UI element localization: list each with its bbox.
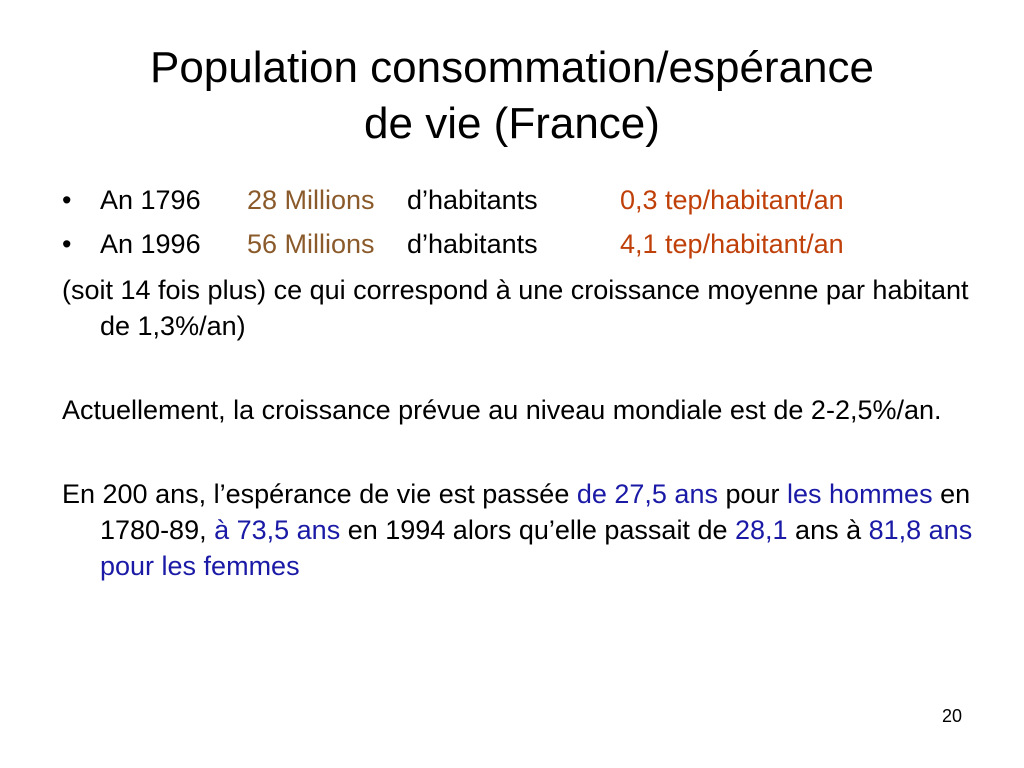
highlight-men-end: à 73,5 ans [214, 515, 341, 545]
bullet-habitants: d’habitants [407, 229, 538, 259]
bullet-population: 56 Millions [247, 229, 375, 259]
text-segment: En 200 ans, l’espérance de vie est passé… [62, 479, 577, 509]
bullet-tep: 0,3 tep/habitant/an [620, 185, 844, 215]
page-number: 20 [941, 706, 962, 726]
title-line-1: Population consommation/espérance [149, 43, 874, 92]
paragraph-world-growth: Actuellement, la croissance prévue au ni… [62, 395, 942, 425]
highlight-women-start: 28,1 [734, 515, 788, 545]
bullet-habitants: d’habitants [407, 185, 538, 215]
text-segment: ans à [787, 515, 869, 545]
highlight-women-end: 81,8 ans pour les femmes [100, 515, 973, 581]
text-segment: en 1994 alors qu’elle passait de [340, 515, 735, 545]
bullet-year: An 1996 [100, 229, 201, 259]
bullet-item: • An 1796 28 Millions d’habitants 0,3 te… [62, 182, 982, 226]
paragraph-life-expectancy: En 200 ans, l’espérance de vie est passé… [62, 476, 982, 584]
text-segment: pour [717, 479, 788, 509]
highlight-men-start: de 27,5 ans [576, 479, 718, 509]
bullet-year: An 1796 [100, 185, 201, 215]
bullet-marker: • [62, 185, 72, 215]
title-line-2: de vie (France) [364, 99, 660, 148]
bullet-marker: • [62, 229, 72, 259]
bullet-item: • An 1996 56 Millions d’habitants 4,1 te… [62, 226, 982, 270]
highlight-men: les hommes [787, 479, 933, 509]
text-segment: en 1780-89, [100, 479, 971, 545]
slide-title: Population consommation/espérance de vie… [0, 40, 1024, 152]
bullet-population: 28 Millions [247, 185, 375, 215]
paragraph-growth: (soit 14 fois plus) ce qui correspond à … [62, 275, 969, 341]
bullet-tep: 4,1 tep/habitant/an [620, 229, 844, 259]
slide-content: • An 1796 28 Millions d’habitants 0,3 te… [62, 182, 982, 584]
